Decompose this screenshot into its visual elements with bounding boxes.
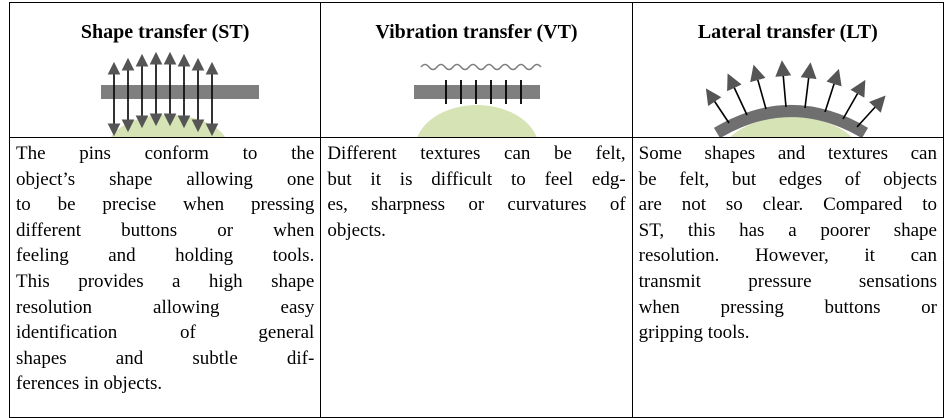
text-line: are not so clear. Compared to: [638, 194, 937, 216]
column-title: Shape transfer (ST): [80, 21, 250, 43]
lt-illustration: [705, 60, 886, 137]
text-line: es, sharpness or curvatures of: [327, 194, 626, 216]
text-line: object’s shape allowing one: [16, 168, 315, 190]
text-line: be felt, but edges of objects: [638, 168, 937, 190]
text-line: ST, this has a poorer shape: [638, 219, 937, 241]
vt-illustration: [414, 63, 542, 137]
body-row: The pins conform to the object’s shape al…: [8, 137, 945, 418]
body-cell: The pins conform to the object’s shape al…: [8, 137, 322, 418]
text-line: transmit pressure sensations: [638, 270, 937, 292]
text-line: Some shapes and textures can: [638, 143, 937, 164]
text-line: This provides a high shape: [16, 270, 315, 292]
text-line: shapes and subtle dif-: [16, 347, 315, 369]
body-cell: Different textures can be felt, but it is…: [320, 137, 633, 418]
text-line: objects.: [327, 219, 386, 241]
body-cell: Some shapes and textures can be felt, but…: [631, 137, 945, 418]
text-line: different buttons or when: [16, 219, 315, 241]
text-line: resolution allowing easy: [16, 296, 315, 318]
text-line: Different textures can be felt,: [327, 143, 626, 164]
text-line: gripping tools.: [638, 322, 750, 344]
column-title: Vibration transfer (VT): [375, 21, 578, 43]
header-cell: Lateral transfer (LT): [631, 2, 945, 138]
text-line: ferences in objects.: [16, 373, 163, 395]
text-line: resolution. However, it can: [638, 245, 937, 267]
header-cell: Vibration transfer (VT): [320, 2, 633, 138]
header-cell: Shape transfer (ST): [8, 2, 322, 138]
header-row: Shape transfer (ST): [8, 2, 945, 138]
text-line: The pins conform to the: [16, 143, 315, 164]
text-line: feeling and holding tools.: [16, 245, 315, 267]
text-line: identification of general: [16, 322, 315, 344]
text-line: to be precise when pressing: [16, 194, 315, 216]
text-line: but it is difficult to feel edg-: [327, 168, 626, 190]
comparison-table: Shape transfer (ST): [8, 2, 945, 418]
text-line: when pressing buttons or: [638, 296, 937, 318]
st-illustration: [101, 51, 259, 137]
column-title: Lateral transfer (LT): [697, 21, 878, 43]
